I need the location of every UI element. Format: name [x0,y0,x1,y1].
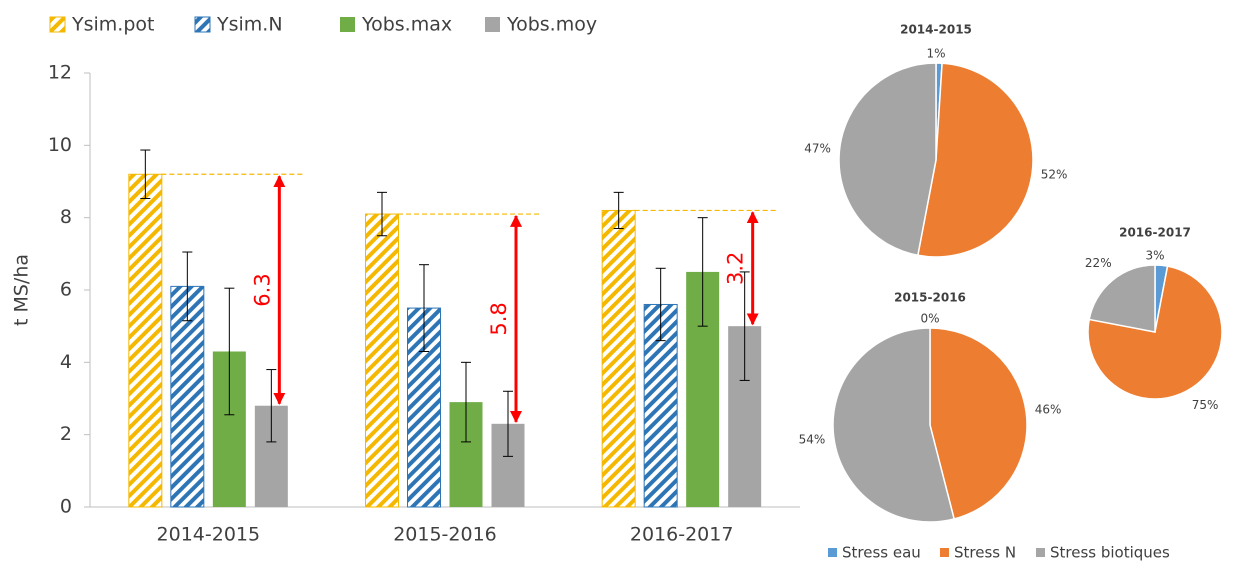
y-axis-label: t MS/ha [11,254,33,326]
annotation: 5.8 [487,302,511,335]
annotation: 6.3 [250,273,274,306]
x-tick-label: 2016-2017 [630,524,734,546]
pie-value-label: 46% [1035,403,1062,417]
y-tick-label: 2 [60,423,72,445]
y-tick-label: 0 [60,496,72,518]
pie-value-label: 75% [1192,398,1219,412]
legend-label: Yobs.moy [506,14,597,36]
y-tick-label: 10 [48,134,72,156]
legend-swatch [828,548,837,557]
bar [128,173,163,508]
pie-title: 2014-2015 [900,23,972,37]
pie-title: 2016-2017 [1119,226,1191,240]
pie-value-label: 52% [1041,167,1068,181]
y-tick-label: 8 [60,206,72,228]
legend-label: Stress eau [842,544,921,562]
annotation: 3.2 [724,252,748,285]
legend-swatch [940,548,949,557]
legend-swatch [194,16,211,33]
pie-value-label: 47% [804,141,831,155]
y-tick-label: 12 [48,62,72,84]
bar [365,213,399,508]
pie-value-label: 1% [926,47,945,61]
legend-label: Stress N [954,544,1016,562]
pie-slice [916,62,1034,258]
pie-slice [832,327,956,523]
legend-swatch [485,17,500,32]
legend-label: Ysim.pot [71,14,154,36]
pie-value-label: 22% [1085,256,1112,270]
legend-label: Stress biotiques [1050,544,1170,562]
pie-value-label: 54% [799,432,826,446]
bar [601,209,636,508]
y-tick-label: 6 [60,279,72,301]
legend-swatch [1036,548,1045,557]
y-tick-label: 4 [60,351,72,373]
pie-slice [929,327,1028,520]
pie-slice [838,62,937,257]
legend-label: Ysim.N [216,14,283,36]
legend-label: Yobs.max [361,14,452,36]
x-tick-label: 2015-2016 [393,524,497,546]
x-tick-label: 2014-2015 [157,524,261,546]
pie-value-label: 3% [1145,249,1164,263]
pie-title: 2015-2016 [894,291,966,305]
pie-value-label: 0% [920,312,939,326]
legend-swatch [340,17,355,32]
pie-slice [1088,264,1156,333]
legend-swatch [49,16,66,33]
